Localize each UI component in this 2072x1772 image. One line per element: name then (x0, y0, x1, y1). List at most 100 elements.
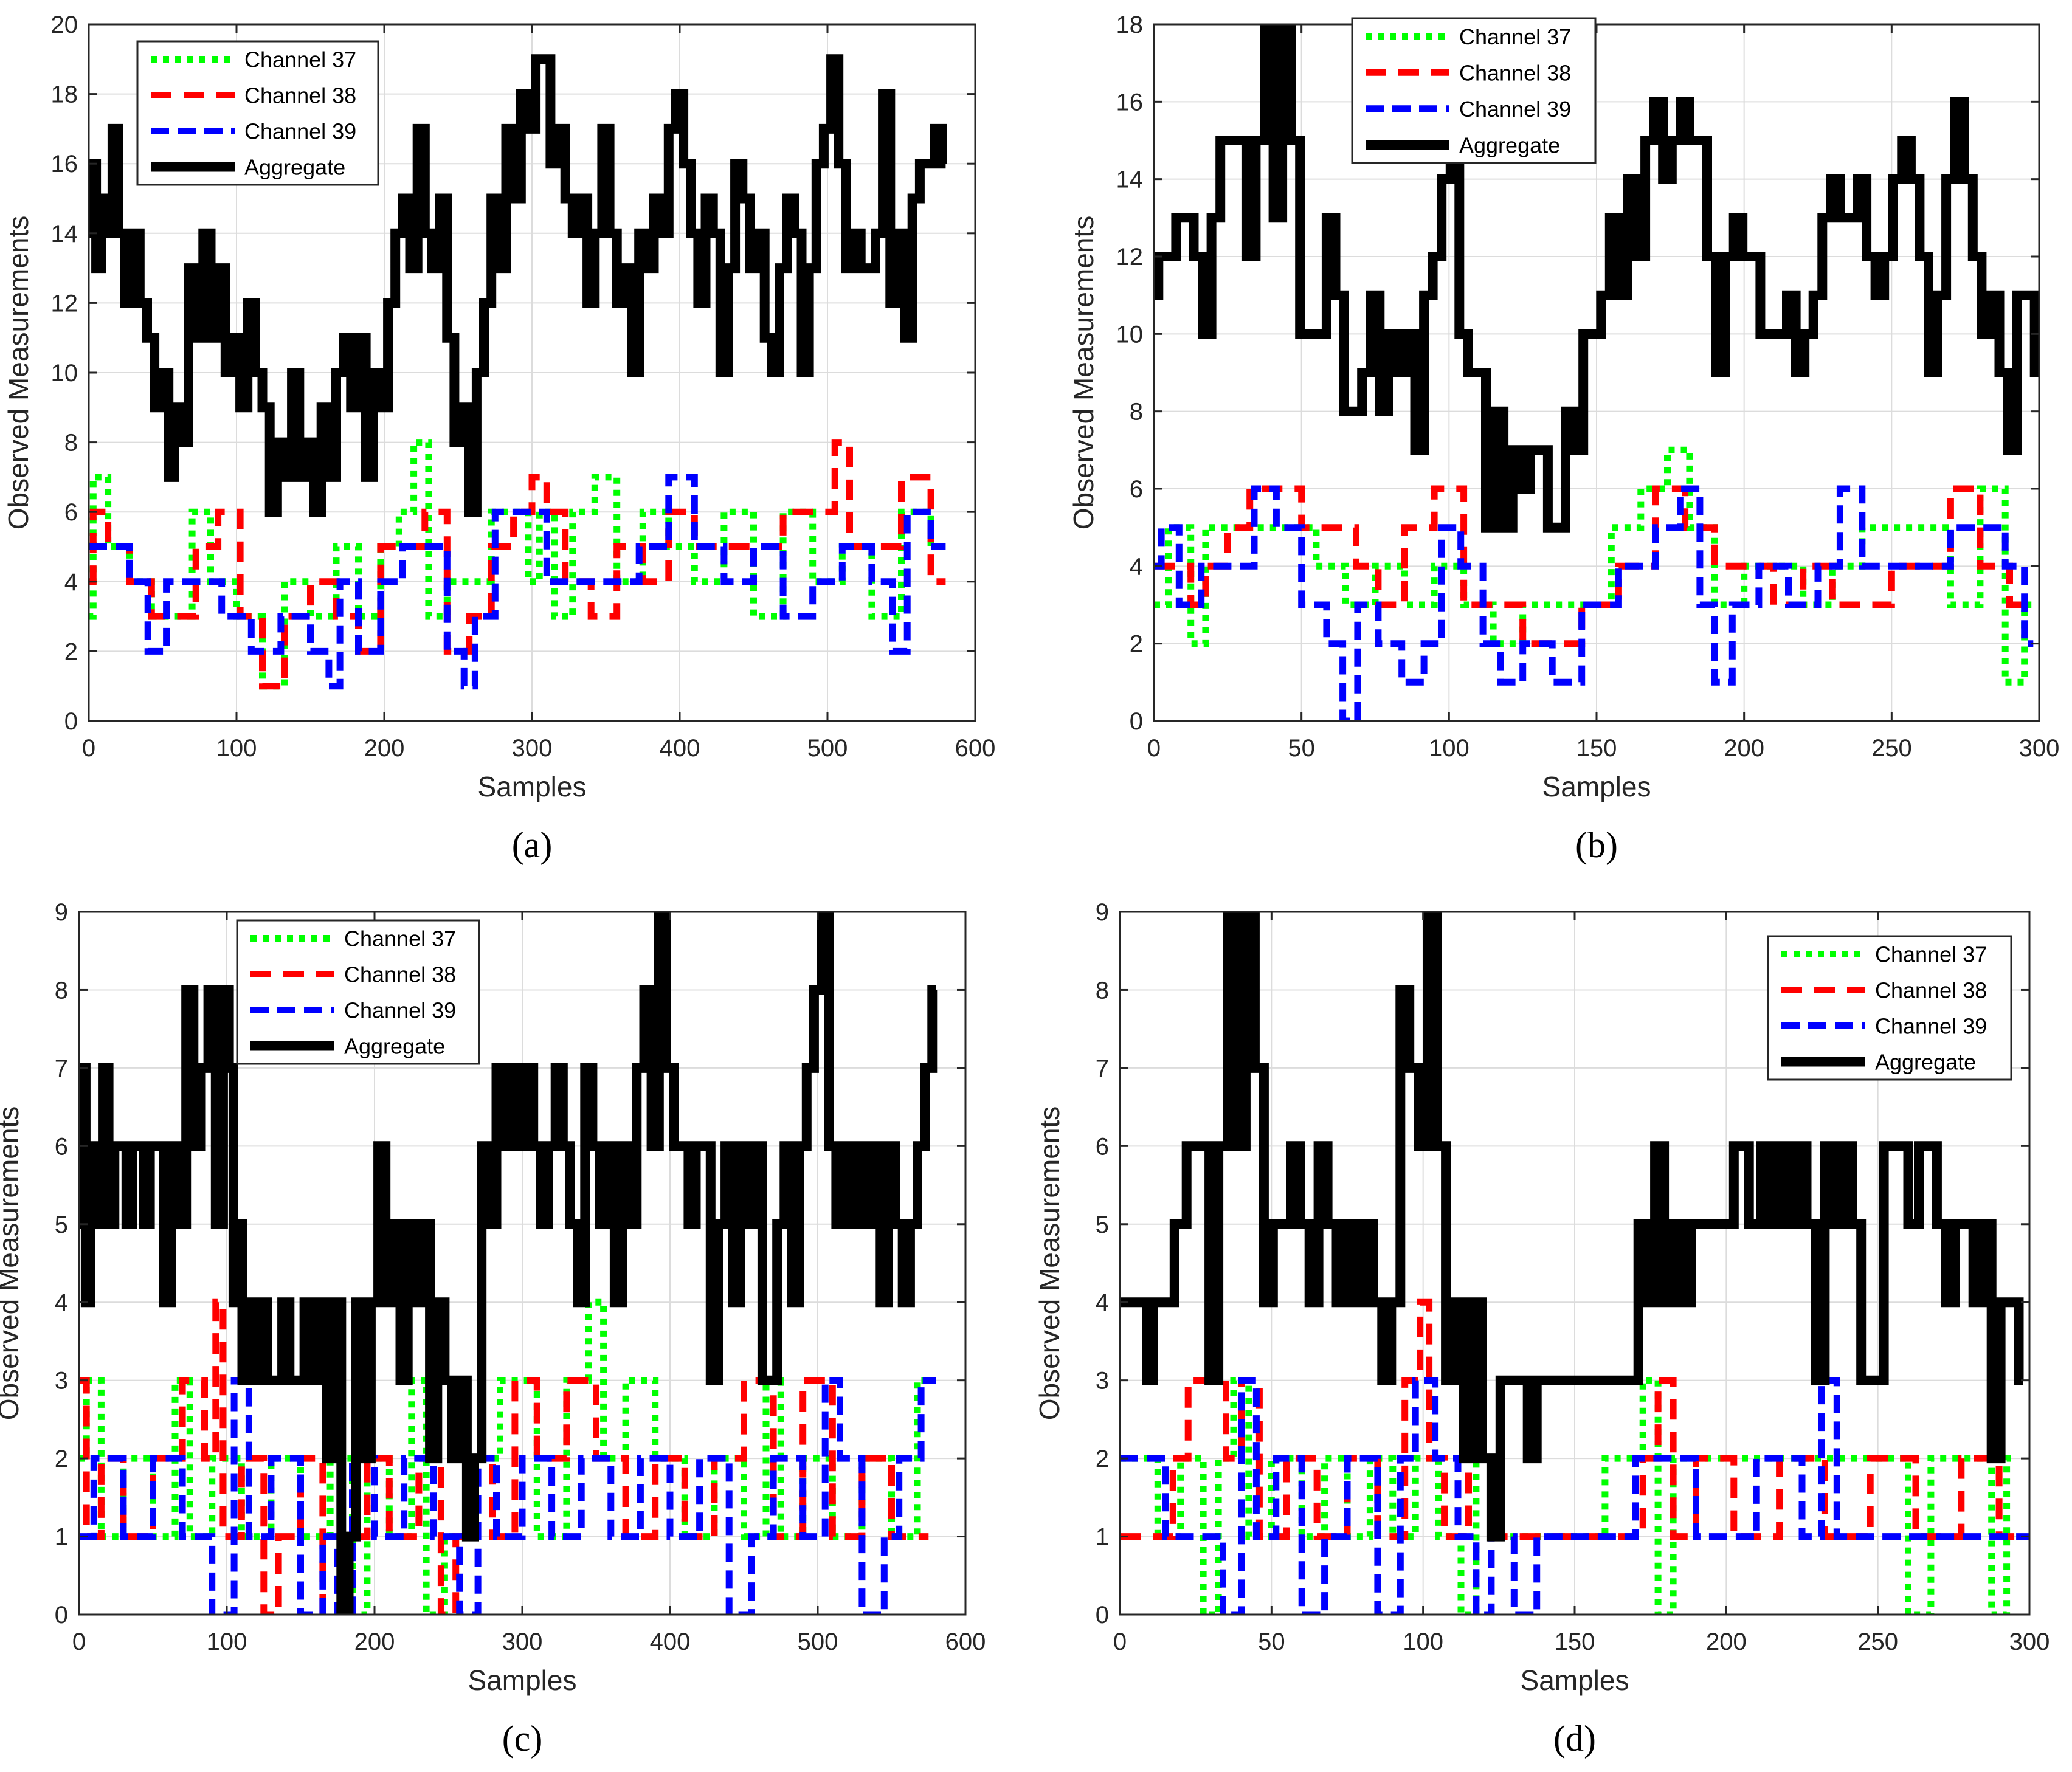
x-tick-label: 200 (1724, 735, 1764, 762)
legend-box (236, 919, 480, 1065)
legend-box (136, 40, 379, 186)
y-tick-label: 0 (55, 1602, 68, 1629)
legend-label: Aggregate (1459, 133, 1560, 157)
x-tick-label: 200 (364, 735, 405, 762)
y-tick-label: 20 (51, 12, 78, 38)
legend-label: Aggregate (344, 1034, 445, 1059)
chart-panel-b: 0 50 100 150 200 250 300 0 2 4 6 8 10 12 14 16 18 Samples… (1068, 12, 2059, 865)
x-tick-label: 0 (82, 735, 95, 762)
x-tick-label: 400 (650, 1629, 691, 1655)
panel-caption: (c) (502, 1719, 543, 1759)
y-tick-label: 7 (1096, 1055, 1109, 1082)
x-tick-label: 150 (1555, 1629, 1595, 1655)
legend-label: Channel 39 (1875, 1014, 1987, 1039)
y-tick-label: 9 (55, 899, 68, 926)
y-tick-label: 2 (55, 1446, 68, 1472)
legend: Channel 37 Channel 38 Channel 39 Aggregate (236, 919, 480, 1065)
y-tick-label: 18 (1116, 12, 1144, 38)
legend-label: Channel 37 (344, 926, 456, 951)
legend-label: Channel 39 (344, 998, 456, 1023)
legend-label: Channel 39 (1459, 97, 1571, 122)
y-tick-label: 12 (1116, 244, 1144, 271)
y-tick-label: 8 (64, 430, 78, 457)
y-tick-label: 8 (1096, 977, 1109, 1004)
legend: Channel 37 Channel 38 Channel 39 Aggregate (136, 40, 379, 186)
y-tick-label: 16 (51, 151, 78, 178)
x-tick-label: 50 (1258, 1629, 1285, 1655)
series-line-aggregate (89, 54, 947, 517)
y-tick-label: 9 (1096, 899, 1109, 926)
series-group (1154, 24, 2039, 721)
panel-caption: (b) (1575, 825, 1618, 865)
x-tick-label: 300 (2019, 735, 2060, 762)
y-tick-label: 0 (64, 708, 78, 735)
series-line-channel-38 (1154, 485, 2025, 647)
y-tick-label: 4 (1096, 1289, 1109, 1316)
x-tick-label: 0 (1147, 735, 1161, 762)
y-axis-label: Observed Measurements (2, 216, 34, 529)
series-line-channel-39 (1120, 1377, 2029, 1615)
y-tick-label: 16 (1116, 89, 1144, 115)
y-tick-label: 6 (55, 1133, 68, 1160)
chart-panel-d: 0 50 100 150 200 250 300 0 1 2 3 4 5 6 7 8 9 Samples Obser… (1034, 899, 2050, 1759)
chart-panel-a: 0 100 200 300 400 500 600 0 2 4 6 8 10 12 14 16 18 20 Samp… (2, 12, 995, 865)
y-tick-label: 10 (1116, 321, 1144, 348)
legend-label: Channel 37 (244, 47, 356, 72)
legend-box (1351, 17, 1597, 164)
y-tick-label: 0 (1096, 1602, 1109, 1629)
x-tick-label: 100 (1429, 735, 1469, 762)
y-tick-label: 5 (55, 1212, 68, 1238)
legend-label: Channel 39 (244, 119, 356, 144)
x-tick-label: 250 (1857, 1629, 1898, 1655)
legend-box (1767, 935, 2012, 1081)
y-tick-label: 3 (1096, 1368, 1109, 1395)
x-axis-label: Samples (478, 771, 587, 802)
legend-label: Channel 38 (244, 83, 356, 108)
legend: Channel 37 Channel 38 Channel 39 Aggregate (1767, 935, 2012, 1081)
y-tick-label: 7 (55, 1055, 68, 1082)
y-tick-label: 18 (51, 81, 78, 108)
x-tick-label: 100 (207, 1629, 247, 1655)
legend-label: Aggregate (244, 155, 345, 180)
x-tick-label: 300 (512, 735, 553, 762)
legend-label: Channel 37 (1875, 942, 1987, 967)
series-line-aggregate (1154, 24, 2039, 533)
series-line-channel-39 (89, 474, 946, 690)
y-tick-label: 0 (1130, 708, 1143, 735)
x-tick-label: 400 (660, 735, 700, 762)
y-tick-label: 1 (1096, 1524, 1109, 1551)
y-tick-label: 8 (55, 977, 68, 1004)
series-group (79, 912, 938, 1615)
x-tick-label: 300 (2009, 1629, 2050, 1655)
series-line-aggregate (1120, 912, 2024, 1542)
x-tick-label: 100 (216, 735, 257, 762)
y-tick-label: 10 (51, 360, 78, 387)
legend: Channel 37 Channel 38 Channel 39 Aggregate (1351, 17, 1597, 164)
series-line-channel-37 (79, 1298, 929, 1615)
y-tick-label: 2 (1130, 631, 1143, 658)
x-tick-label: 250 (1871, 735, 1912, 762)
y-tick-label: 1 (55, 1524, 68, 1551)
x-tick-label: 500 (798, 1629, 838, 1655)
y-tick-label: 14 (51, 221, 78, 247)
y-axis-label: Observed Measurements (1068, 216, 1099, 529)
x-tick-label: 600 (945, 1629, 986, 1655)
y-tick-label: 6 (1096, 1133, 1109, 1160)
legend-label: Channel 38 (344, 962, 456, 987)
chart-panel-c: 0 100 200 300 400 500 600 0 1 2 3 4 5 6 7 8 9 Samples Obse… (0, 899, 986, 1759)
y-tick-label: 6 (64, 499, 78, 526)
x-tick-label: 300 (502, 1629, 543, 1655)
y-tick-label: 2 (64, 638, 78, 665)
y-tick-label: 4 (1130, 553, 1143, 580)
panel-caption: (a) (512, 825, 553, 865)
y-tick-label: 4 (55, 1289, 68, 1316)
legend-label: Aggregate (1875, 1050, 1976, 1075)
x-tick-label: 200 (1706, 1629, 1747, 1655)
y-tick-label: 2 (1096, 1446, 1109, 1472)
x-tick-label: 500 (807, 735, 848, 762)
x-tick-label: 150 (1576, 735, 1617, 762)
x-tick-label: 0 (72, 1629, 86, 1655)
series-group (1120, 912, 2029, 1615)
x-tick-label: 600 (955, 735, 996, 762)
x-tick-label: 50 (1288, 735, 1315, 762)
